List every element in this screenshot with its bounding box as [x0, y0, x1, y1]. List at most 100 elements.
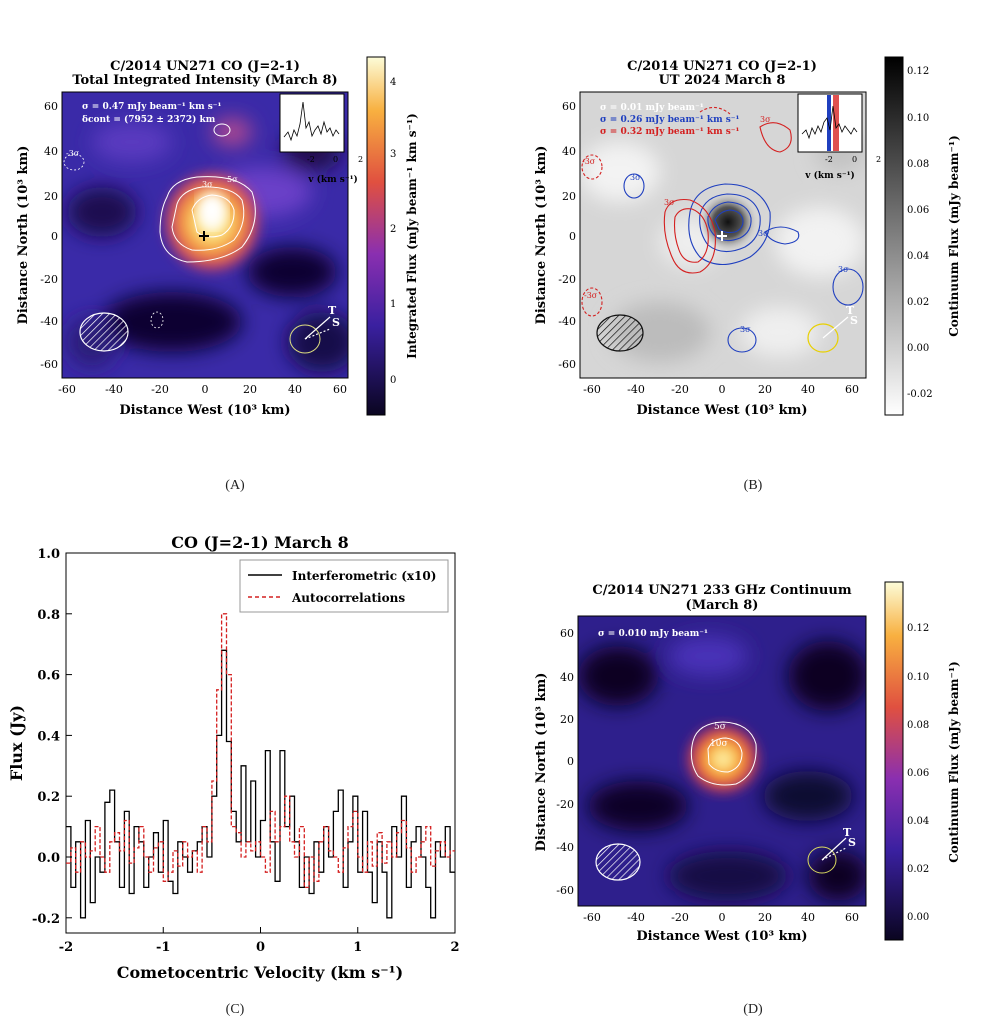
series-autocorrelations: [66, 613, 455, 889]
svg-text:0.00: 0.00: [907, 912, 929, 923]
beam-ellipse: [79, 312, 129, 352]
panel-a-ylabel: Distance North (10³ km): [16, 146, 31, 325]
svg-text:-60: -60: [583, 911, 601, 924]
y-tick-label: 0.4: [37, 729, 60, 744]
svg-text:0.04: 0.04: [907, 251, 929, 262]
svg-text:-40: -40: [627, 911, 645, 924]
y-tick-label: 0.0: [37, 851, 60, 866]
svg-text:-40: -40: [558, 315, 576, 328]
panel-a-inset-tick: 0: [333, 155, 338, 164]
panel-c-ticks: -2 -1 0 1 2 1.0 0.8 0.6 0.4 0.2 0.0 -0.2: [32, 547, 460, 955]
panel-b-cbar-label: Continuum Flux (mJy beam⁻¹): [947, 135, 961, 337]
panel-b-ylabel: Distance North (10³ km): [534, 146, 549, 325]
svg-text:-20: -20: [151, 383, 169, 396]
svg-text:0: 0: [569, 230, 576, 243]
panel-d-title-line1: C/2014 UN271 233 GHz Continuum: [592, 583, 851, 598]
svg-text:3: 3: [390, 149, 396, 160]
sun-label: S: [850, 314, 858, 327]
svg-text:-40: -40: [556, 841, 574, 854]
panel-d-cbar-label: Continuum Flux (mJy beam⁻¹): [947, 661, 961, 863]
svg-text:20: 20: [44, 190, 58, 203]
legend-label-autocorrelations: Autocorrelations: [291, 591, 405, 605]
panel-a-cbar-label: Integrated Flux (mJy beam⁻¹ km s⁻¹): [405, 113, 419, 359]
svg-text:0.10: 0.10: [907, 672, 929, 683]
panel-b: C/2014 UN271 CO (J=2-1) UT 2024 March 8: [534, 56, 961, 418]
legend-label-interferometric: Interferometric (x10): [292, 569, 436, 583]
svg-text:-20: -20: [558, 273, 576, 286]
svg-text:-60: -60: [556, 884, 574, 897]
svg-text:-2: -2: [825, 155, 833, 164]
tail-label: T: [846, 304, 855, 317]
panel-d-contour-label: 5σ: [714, 722, 726, 732]
svg-text:20: 20: [758, 383, 772, 396]
svg-text:-60: -60: [58, 383, 76, 396]
panel-d-contour-label: 10σ: [710, 739, 728, 749]
svg-text:-0.02: -0.02: [907, 389, 933, 400]
panel-b-map: T S σ = 0.01 mJy beam⁻¹ σ = 0.26 mJy bea…: [580, 92, 866, 378]
panel-a-title-line2: Total Integrated Intensity (March 8): [72, 73, 337, 88]
x-tick-label: 0: [256, 940, 265, 955]
panel-a-xlabel: Distance West (10³ km): [119, 403, 290, 418]
panel-a-map: 3σ 5σ -3σ T S σ = 0.47 mJy beam⁻¹ km s⁻¹…: [62, 92, 348, 378]
svg-text:-20: -20: [671, 383, 689, 396]
svg-text:0.00: 0.00: [907, 343, 929, 354]
panel-d-title-line2: (March 8): [686, 598, 759, 613]
svg-text:0.04: 0.04: [907, 816, 929, 827]
panel-c-plot-area: [65, 552, 456, 934]
panel-a-inset-tick: 2: [358, 155, 363, 164]
svg-text:40: 40: [801, 911, 815, 924]
sun-direction-marker: [807, 846, 837, 874]
y-tick-label: 0.6: [37, 669, 60, 684]
svg-text:-60: -60: [40, 358, 58, 371]
svg-text:3σ: 3σ: [740, 325, 751, 334]
x-tick-label: 1: [353, 940, 362, 955]
svg-text:-3σ: -3σ: [584, 291, 598, 300]
panel-b-xticks: -60 -40 -20 0 20 40 60: [583, 383, 859, 396]
svg-text:-20: -20: [556, 798, 574, 811]
caption-d: (D): [743, 1002, 763, 1017]
panel-a-sigma-note: σ = 0.47 mJy beam⁻¹ km s⁻¹: [82, 102, 222, 112]
svg-text:0.02: 0.02: [907, 864, 929, 875]
svg-text:60: 60: [560, 627, 574, 640]
panel-b-yticks: 60 40 20 0 -20 -40 -60: [558, 100, 576, 371]
panel-c-title: CO (J=2-1) March 8: [171, 533, 348, 552]
svg-text:-3σ: -3σ: [582, 157, 596, 166]
sun-direction-marker: [807, 323, 839, 353]
svg-text:60: 60: [562, 100, 576, 113]
svg-text:0: 0: [719, 383, 726, 396]
panel-c-xlabel: Cometocentric Velocity (km s⁻¹): [117, 963, 403, 982]
svg-text:60: 60: [845, 911, 859, 924]
panel-d-xticks: -60 -40 -20 0 20 40 60: [583, 911, 859, 924]
svg-text:20: 20: [560, 713, 574, 726]
panel-b-colorbar: [884, 56, 904, 416]
svg-text:1: 1: [390, 299, 396, 310]
panel-b-sigma-continuum: σ = 0.01 mJy beam⁻¹: [600, 103, 704, 113]
panel-c-series: [66, 613, 455, 919]
svg-text:-60: -60: [583, 383, 601, 396]
panel-c-legend: Interferometric (x10) Autocorrelations: [239, 559, 449, 613]
svg-text:60: 60: [333, 383, 347, 396]
svg-text:0.12: 0.12: [907, 623, 929, 634]
svg-text:40: 40: [562, 145, 576, 158]
y-tick-label: 0.8: [37, 608, 60, 623]
panel-a-inset-xlabel: v (km s⁻¹): [307, 174, 358, 185]
svg-text:0.06: 0.06: [907, 205, 929, 216]
svg-text:20: 20: [243, 383, 257, 396]
panel-d-yticks: 60 40 20 0 -20 -40 -60: [556, 627, 574, 897]
panel-b-sigma-blue: σ = 0.26 mJy beam⁻¹ km s⁻¹: [600, 115, 740, 125]
y-tick-label: 0.2: [37, 790, 60, 805]
svg-text:0: 0: [719, 911, 726, 924]
panel-a-cbar-ticks: 4 3 2 1 0: [390, 77, 396, 386]
svg-text:40: 40: [44, 145, 58, 158]
panel-a-inset: [279, 93, 345, 153]
svg-text:0: 0: [51, 230, 58, 243]
caption-b: (B): [743, 478, 763, 493]
panel-d-ylabel: Distance North (10³ km): [534, 673, 549, 852]
svg-text:0: 0: [390, 375, 396, 386]
sun-direction-marker: [289, 324, 321, 354]
sun-label: S: [332, 316, 340, 329]
x-tick-label: -1: [156, 940, 170, 955]
panel-a-xticks: -60 -40 -20 0 20 40 60: [58, 383, 347, 396]
y-tick-label: 1.0: [37, 547, 60, 562]
